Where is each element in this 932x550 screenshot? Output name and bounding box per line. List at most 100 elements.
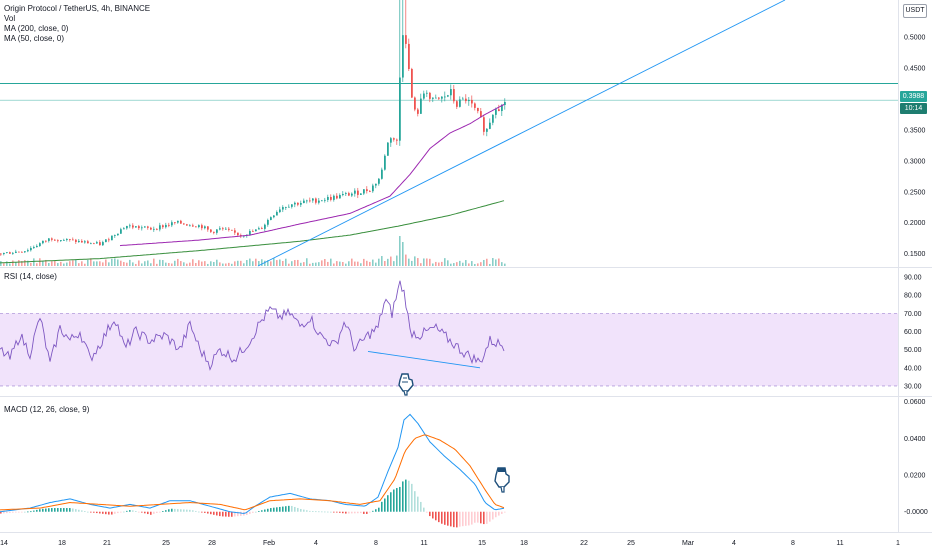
candle-body [318,200,320,203]
volume-bar [426,258,428,266]
macd-pane[interactable] [0,413,506,528]
macd-histogram-bar [78,509,80,512]
volume-bar [327,261,329,266]
volume-bar [471,261,473,266]
candle-body [201,225,203,229]
volume-legend[interactable]: Vol [4,14,16,23]
volume-bar [372,259,374,266]
macd-histogram-bar [51,508,53,512]
macd-histogram-bar [102,511,104,514]
candle-body [72,239,74,241]
candle-body [213,231,215,233]
volume-bar [495,259,497,266]
macd-histogram-bar [186,509,188,512]
x-tick-label: Mar [682,540,695,547]
volume-bar [387,258,389,266]
candle-body [123,228,125,230]
volume-bar [240,260,242,266]
rsi-legend[interactable]: RSI (14, close) [4,272,57,281]
candle-body [117,233,119,236]
volume-bar [384,261,386,266]
symbol-title[interactable]: Origin Protocol / TetherUS, 4h, BINANCE [4,4,151,13]
candle-body [48,238,50,241]
rsi-line [0,280,505,371]
candle-body [102,242,104,246]
macd-histogram-bar [15,511,17,513]
candle-body [108,239,110,241]
volume-bar [225,263,227,266]
currency-selector[interactable]: USDT [903,4,927,18]
volume-bar [132,262,134,266]
macd-histogram-bar [201,511,203,513]
candle-body [414,97,416,110]
price-pane[interactable] [0,0,898,267]
time-axis[interactable]: 14 18 21 25 28 Feb 4 8 11 15 18 22 25 Mar 4 8 11 1 [0,540,900,547]
volume-bar [279,259,281,266]
macd-legend[interactable]: MACD (12, 26, close, 9) [4,405,90,414]
volume-bar [453,263,455,266]
macd-histogram-bar [87,511,89,513]
volume-bar [141,263,143,266]
macd-histogram-bar [342,511,344,514]
ma50-legend[interactable]: MA (50, close, 0) [4,34,65,43]
volume-bar [192,259,194,266]
volume-bar [171,263,173,266]
ma200-legend[interactable]: MA (200, close, 0) [4,24,69,33]
candle-body [480,111,482,118]
candle-body [87,241,89,244]
macd-histogram-bar [264,509,266,512]
macd-histogram-bar [24,511,26,513]
macd-histogram-bar [30,511,32,513]
macd-histogram-bar [303,509,305,512]
candle-body [42,240,44,244]
macd-histogram-bar [249,511,251,514]
macd-histogram-bar [36,509,38,512]
volume-bar [255,258,257,266]
macd-histogram-bar [69,508,71,512]
candle-body [0,253,2,255]
volume-bar [375,262,377,266]
volume-bar [486,258,488,266]
macd-histogram-bar [285,506,287,512]
y-tick-label: 0.0400 [904,436,926,443]
volume-bar [303,262,305,266]
volume-bar [174,260,176,266]
volume-bar [357,261,359,266]
macd-histogram-bar [378,507,380,512]
volume-bar [381,256,383,266]
volume-bar [462,262,464,266]
macd-histogram-bar [192,510,194,512]
volume-bar [84,263,86,266]
rsi-band [0,313,898,386]
macd-histogram-bar [234,511,236,517]
x-tick-label: 15 [478,540,486,547]
candle-body [501,104,503,112]
macd-histogram-bar [402,481,404,512]
volume-bar [0,261,2,266]
macd-histogram-bar [291,505,293,512]
macd-histogram-bar [246,511,248,516]
macd-histogram-bar [435,511,437,521]
candle-body [237,232,239,236]
volume-bar [78,263,80,266]
candle-body [12,252,14,254]
macd-histogram-bar [48,508,50,512]
macd-histogram-bar [477,511,479,523]
candle-body [384,155,386,170]
volume-bar [417,258,419,266]
macd-histogram-bar [465,511,467,526]
candle-body [165,224,167,228]
macd-histogram-bar [9,511,11,513]
candle-body [357,190,359,195]
candle-body [390,138,392,143]
candle-body [156,228,158,230]
pointing-hand-down-icon-macd [494,467,510,493]
candle-body [285,207,287,208]
macd-histogram-bar [462,511,464,527]
candle-body [282,207,284,210]
rsi-pane[interactable] [0,280,898,387]
volume-bar [342,262,344,266]
volume-bar [108,262,110,266]
volume-bar [483,259,485,266]
